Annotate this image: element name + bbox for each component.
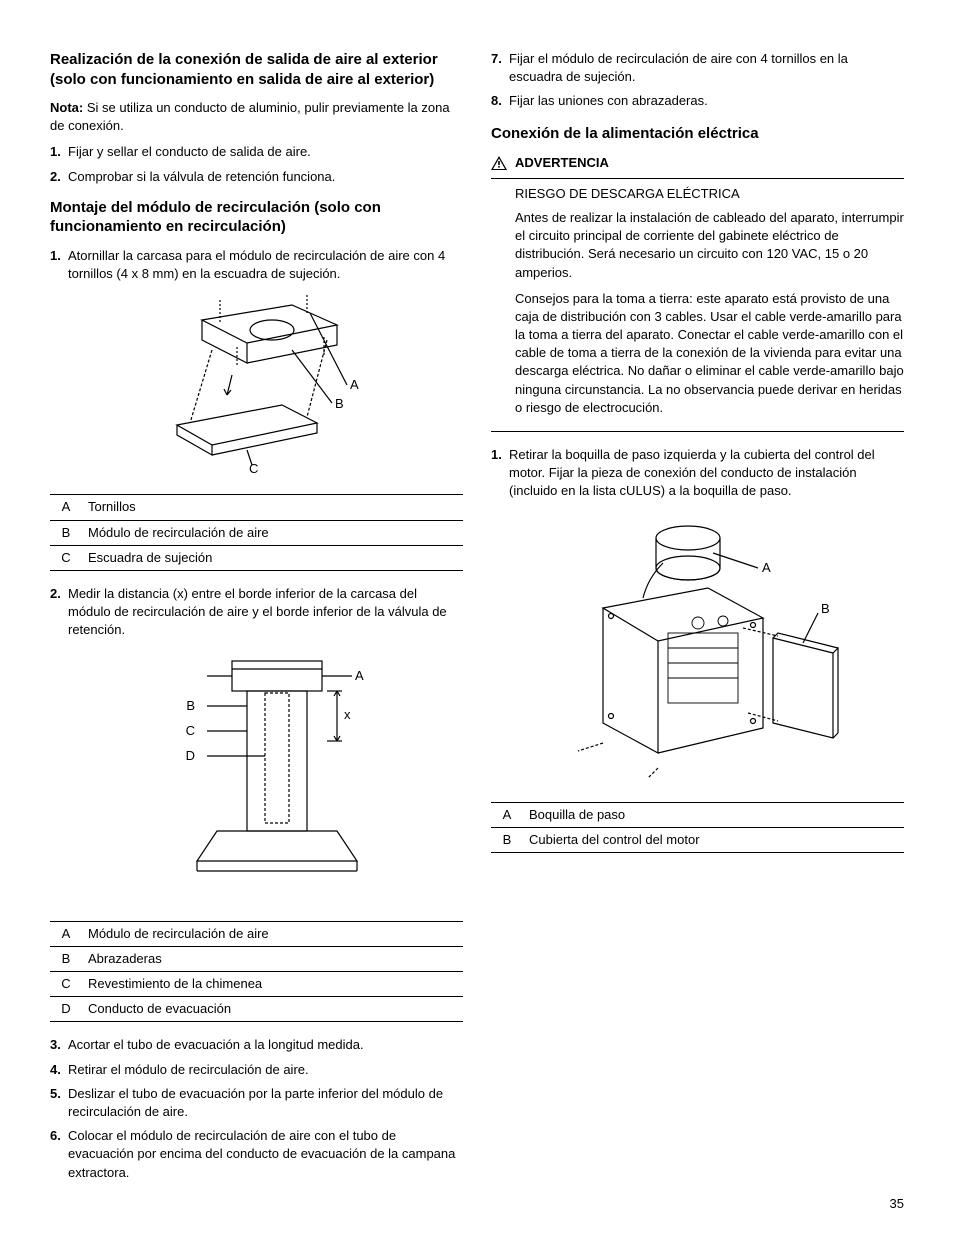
figure-label-b: B	[335, 396, 344, 411]
legend-table-3: ABoquilla de paso BCubierta del control …	[491, 802, 904, 853]
heading-electrical-connection: Conexión de la alimentación eléctrica	[491, 123, 904, 144]
heading-exhaust-connection: Realización de la conexión de salida de …	[50, 50, 463, 89]
legend-table-2: AMódulo de recirculación de aire BAbraza…	[50, 921, 463, 1023]
figure-distance-x: A B C D x	[50, 651, 463, 906]
warning-body: RIESGO DE DESCARGA ELÉCTRICA Antes de re…	[491, 178, 904, 432]
warning-icon	[491, 156, 507, 170]
figure-label-c: C	[185, 723, 194, 738]
left-column: Realización de la conexión de salida de …	[50, 50, 463, 1194]
table-row: ABoquilla de paso	[491, 802, 904, 827]
list-item: Atornillar la carcasa para el módulo de …	[50, 247, 463, 283]
warning-paragraph: Antes de realizar la instalación de cabl…	[515, 209, 904, 282]
list-item: Comprobar si la válvula de retención fun…	[50, 168, 463, 186]
table-row: CRevestimiento de la chimenea	[50, 972, 463, 997]
table-row: ATornillos	[50, 495, 463, 520]
table-row: AMódulo de recirculación de aire	[50, 921, 463, 946]
table-row: BCubierta del control del motor	[491, 827, 904, 852]
figure-label-b: B	[186, 698, 195, 713]
recirc-steps-list-part3: Acortar el tubo de evacuación a la longi…	[50, 1036, 463, 1181]
figure-motor-cover: A B	[491, 513, 904, 788]
table-row: BAbrazaderas	[50, 946, 463, 971]
figure-label-a: A	[350, 377, 359, 392]
figure-label-b: B	[821, 601, 830, 616]
note-label: Nota:	[50, 100, 83, 115]
table-row: CEscuadra de sujeción	[50, 545, 463, 570]
risk-line: RIESGO DE DESCARGA ELÉCTRICA	[515, 179, 904, 203]
recirc-steps-list-part1: Atornillar la carcasa para el módulo de …	[50, 247, 463, 283]
list-item: Deslizar el tubo de evacuación por la pa…	[50, 1085, 463, 1121]
exhaust-steps-list: Fijar y sellar el conducto de salida de …	[50, 143, 463, 185]
recirc-steps-list-part2: Medir la distancia (x) entre el borde in…	[50, 585, 463, 640]
warning-label: ADVERTENCIA	[515, 154, 609, 172]
list-item: Fijar las uniones con abrazaderas.	[491, 92, 904, 110]
recirc-steps-continued: Fijar el módulo de recirculación de aire…	[491, 50, 904, 111]
warning-paragraph: Consejos para la toma a tierra: este apa…	[515, 290, 904, 423]
heading-recirculation-mount: Montaje del módulo de recirculación (sol…	[50, 198, 463, 237]
figure-label-d: D	[185, 748, 194, 763]
warning-header: ADVERTENCIA	[491, 154, 904, 172]
list-item: Acortar el tubo de evacuación a la longi…	[50, 1036, 463, 1054]
figure-recirc-module: A B C	[50, 295, 463, 480]
legend-table-1: ATornillos BMódulo de recirculación de a…	[50, 494, 463, 571]
warning-block: ADVERTENCIA RIESGO DE DESCARGA ELÉCTRICA…	[491, 154, 904, 432]
table-row: DConducto de evacuación	[50, 997, 463, 1022]
list-item: Colocar el módulo de recirculación de ai…	[50, 1127, 463, 1182]
figure-label-x: x	[344, 707, 351, 722]
list-item: Medir la distancia (x) entre el borde in…	[50, 585, 463, 640]
note-paragraph: Nota: Si se utiliza un conducto de alumi…	[50, 99, 463, 135]
page-number: 35	[890, 1195, 904, 1213]
list-item: Retirar el módulo de recirculación de ai…	[50, 1061, 463, 1079]
list-item: Retirar la boquilla de paso izquierda y …	[491, 446, 904, 501]
figure-label-c: C	[249, 461, 258, 475]
right-column: Fijar el módulo de recirculación de aire…	[491, 50, 904, 1194]
table-row: BMódulo de recirculación de aire	[50, 520, 463, 545]
figure-label-a: A	[355, 668, 364, 683]
list-item: Fijar el módulo de recirculación de aire…	[491, 50, 904, 86]
electrical-steps-list: Retirar la boquilla de paso izquierda y …	[491, 446, 904, 501]
figure-label-a: A	[762, 560, 771, 575]
list-item: Fijar y sellar el conducto de salida de …	[50, 143, 463, 161]
note-text: Si se utiliza un conducto de aluminio, p…	[50, 100, 450, 133]
